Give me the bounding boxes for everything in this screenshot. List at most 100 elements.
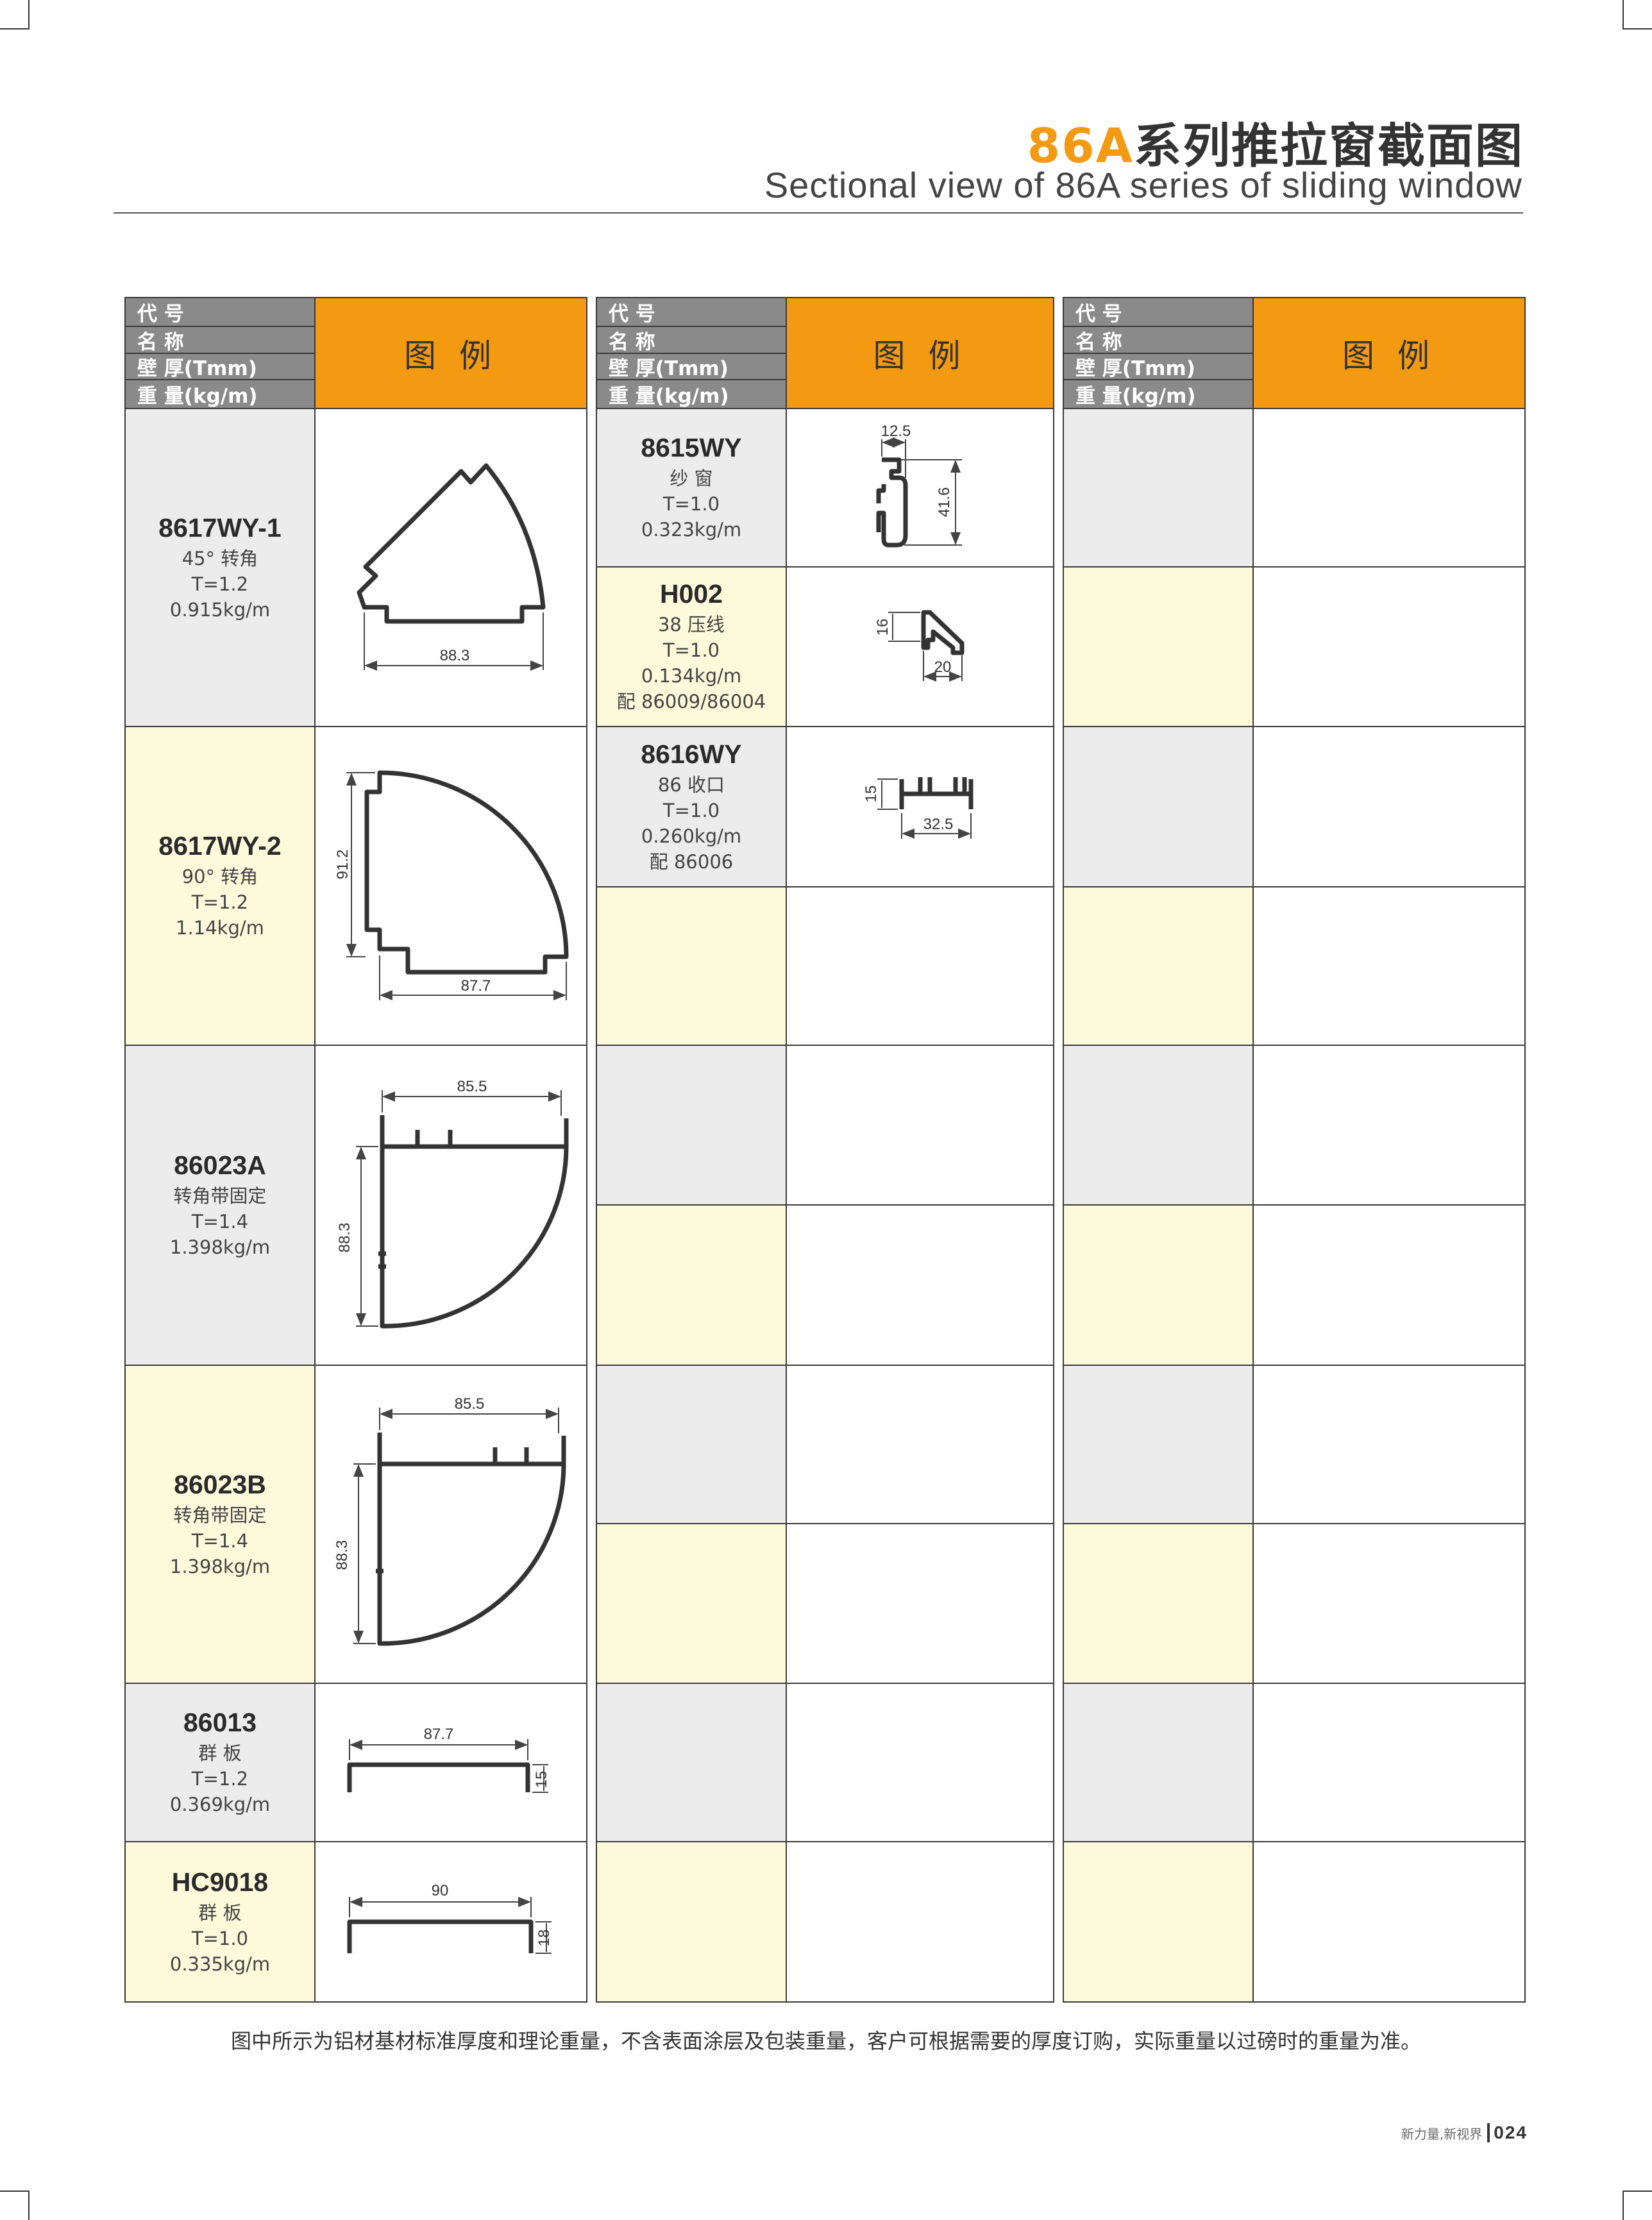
product-spec-line: 群 板 [198,1742,242,1764]
profile-8617wy-2: 91.2 87.7 [334,770,569,1000]
footer-slogan: 新力量,新视界 [1401,2126,1483,2142]
product-spec-line: T=1.0 [662,639,720,661]
empty-figure-cell [786,886,1054,1046]
empty-figure-cell [1252,1523,1526,1684]
header-code: 代 号 [596,297,787,327]
empty-info-cell [1063,1045,1254,1206]
dimension-label: 15 [863,786,880,803]
empty-info-cell [596,1841,787,2003]
profile-8615wy: 12.5 41.6 [876,423,962,548]
header-name: 名 称 [596,326,787,354]
page-number: 024 [1494,2123,1528,2142]
crop-mark [1622,0,1652,29]
product-spec-line: 86 收口 [657,773,725,796]
product-code: 8617WY-1 [158,512,282,542]
empty-info-cell [1063,726,1254,887]
product-spec-line: T=1.2 [191,1768,249,1790]
profile-figure-cell [314,408,587,727]
crop-mark [0,2191,30,2220]
product-spec-line: 0.260kg/m [641,825,742,847]
empty-figure-cell [1252,1045,1526,1206]
empty-info-cell [1063,1841,1254,2003]
profile-86013: 87.7 15 [347,1726,550,1793]
dimension-label: 12.5 [881,423,911,440]
product-spec-line: 1.398kg/m [169,1555,271,1577]
dimension-label: 32.5 [923,816,954,833]
profile-outline [357,463,546,624]
page-footer: 新力量,新视界 024 [1401,2123,1528,2143]
empty-figure-cell [1252,1204,1526,1366]
empty-info-cell [1063,1204,1254,1366]
product-code: 86013 [183,1708,257,1737]
dimension-label: 88.3 [440,647,470,664]
empty-info-cell [596,1683,787,1842]
product-info-cell: 86023B 转角带固定 T=1.4 1.398kg/m [124,1365,316,1684]
product-code: HC9018 [171,1867,269,1897]
product-spec-line: T=1.4 [191,1211,249,1232]
product-code: H002 [659,579,723,609]
header-code: 代 号 [124,297,316,327]
product-spec-line: 转角带固定 [173,1185,267,1207]
product-info-cell: H002 38 压线 T=1.0 0.134kg/m 配 86009/86004 [596,566,787,727]
empty-figure-cell [1252,1841,1526,2003]
product-spec-line: 1.14kg/m [176,917,264,939]
header-thickness: 壁 厚(Tmm) [596,353,787,380]
dimension-label: 88.3 [336,1223,353,1253]
empty-figure-cell [786,1045,1054,1206]
profile-h002: 16 20 [874,610,965,682]
crop-mark [0,0,30,29]
product-info-cell: 86013 群 板 T=1.2 0.369kg/m [124,1683,316,1842]
product-spec-line: 纱 窗 [670,467,713,489]
empty-info-cell [1063,408,1254,568]
header-legend: 图 例 [786,297,1054,409]
profile-outline [899,777,973,809]
header-code: 代 号 [1063,297,1254,327]
dimension-label: 85.5 [455,1395,485,1413]
profile-8617wy-1: 88.3 [357,463,546,671]
product-spec-line: 1.398kg/m [169,1236,271,1258]
product-spec-line: T=1.0 [191,1927,249,1949]
product-spec-line: 0.335kg/m [169,1953,271,1975]
profile-outline [347,1762,530,1792]
dimension-label: 15 [533,1771,550,1788]
profile-outline [378,1115,569,1329]
product-spec-line: T=1.0 [662,493,720,515]
profile-outline [376,1433,566,1646]
empty-info-cell [1063,1683,1254,1842]
product-code: 8617WY-2 [158,831,282,861]
product-spec-line: T=1.4 [191,1529,249,1552]
footnote: 图中所示为铝材基材标准厚度和理论重量，不含表面涂层及包装重量，客户可根据需要的厚… [230,2029,1421,2053]
empty-info-cell [596,1365,787,1524]
product-spec-line: 0.323kg/m [641,519,742,541]
title-divider [114,212,1523,214]
empty-figure-cell [1252,1365,1526,1524]
empty-figure-cell [786,1204,1054,1366]
product-spec-line: 0.369kg/m [169,1794,271,1815]
header-thickness: 壁 厚(Tmm) [1063,353,1254,380]
product-code: 86023A [174,1150,266,1180]
product-spec-line: T=1.2 [191,573,249,595]
empty-figure-cell [1252,408,1526,568]
product-spec-line: 转角带固定 [173,1504,267,1526]
crop-mark [1622,2191,1652,2220]
profile-outline [921,610,965,655]
product-spec-line: 45° 转角 [181,547,258,569]
product-spec-line: 0.134kg/m [641,665,742,687]
page-subtitle: Sectional view of 86A series of sliding … [764,165,1522,205]
profile-8616wy: 15 32.5 [863,777,973,839]
product-spec-line: 配 86009/86004 [616,691,766,712]
product-spec-line: 配 86006 [649,850,734,873]
footer-divider [1487,2123,1490,2142]
title-text: 系列推拉窗截面图 [1134,119,1524,174]
header-weight: 重 量(kg/m) [1063,379,1254,409]
product-code: 8615WY [641,433,742,462]
empty-info-cell [596,1523,787,1684]
empty-figure-cell [786,1523,1054,1684]
dimension-label: 16 [874,619,891,636]
header-legend: 图 例 [314,297,587,409]
product-spec-line: 38 压线 [657,614,725,635]
dimension-label: 85.5 [457,1078,487,1095]
profile-figure-cell [786,408,1054,568]
empty-figure-cell [786,1683,1054,1842]
profile-86023a: 85.5 88.3 [336,1078,569,1329]
